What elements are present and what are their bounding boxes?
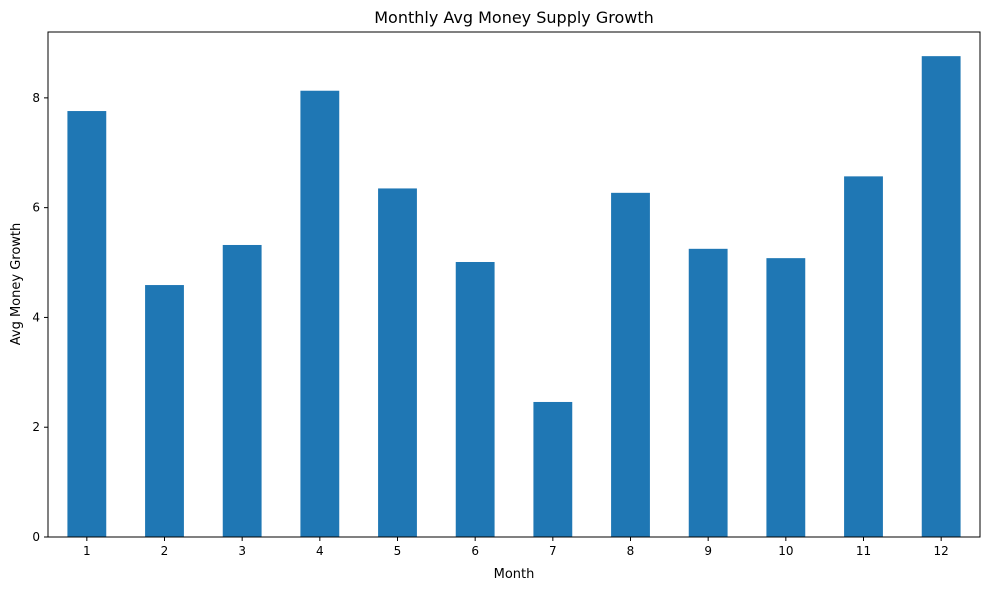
- x-tick-label: 12: [934, 544, 949, 558]
- bars-group: [67, 56, 961, 538]
- bar-month-2: [145, 285, 184, 537]
- x-tick-label: 7: [549, 544, 557, 558]
- bar-month-9: [688, 248, 728, 537]
- y-tick-label: 2: [32, 420, 40, 434]
- x-axis-label: Month: [494, 567, 535, 582]
- bar-month-7: [533, 401, 573, 537]
- bar-month-5: [378, 188, 417, 537]
- x-tick-label: 10: [778, 544, 793, 558]
- x-tick-label: 11: [856, 544, 871, 558]
- y-axis-ticks: 0 2 4 6 8: [32, 91, 48, 544]
- plot-area-frame: [47, 31, 981, 538]
- bar-month-3: [222, 244, 262, 537]
- x-tick-label: 1: [83, 544, 91, 558]
- x-axis-ticks: 1 2 3 4 5 6 7 8 9 10 11 12: [83, 537, 949, 558]
- x-tick-label: 8: [627, 544, 635, 558]
- x-tick-label: 9: [704, 544, 712, 558]
- x-tick-label: 6: [471, 544, 479, 558]
- bar-month-10: [766, 258, 806, 537]
- x-tick-label: 4: [316, 544, 324, 558]
- bar-month-6: [455, 261, 495, 537]
- bar-month-1: [67, 111, 107, 537]
- x-tick-label: 3: [238, 544, 246, 558]
- chart-title: Monthly Avg Money Supply Growth: [374, 8, 654, 27]
- bar-month-12: [921, 56, 961, 538]
- bar-month-4: [300, 90, 340, 537]
- y-tick-label: 0: [32, 530, 40, 544]
- y-tick-label: 8: [32, 91, 40, 105]
- y-axis-label: Avg Money Growth: [9, 223, 24, 346]
- x-tick-label: 2: [161, 544, 169, 558]
- y-tick-label: 6: [32, 201, 40, 215]
- bar-month-11: [844, 176, 883, 537]
- y-tick-label: 4: [32, 310, 40, 324]
- bar-month-8: [611, 192, 650, 537]
- x-tick-label: 5: [394, 544, 402, 558]
